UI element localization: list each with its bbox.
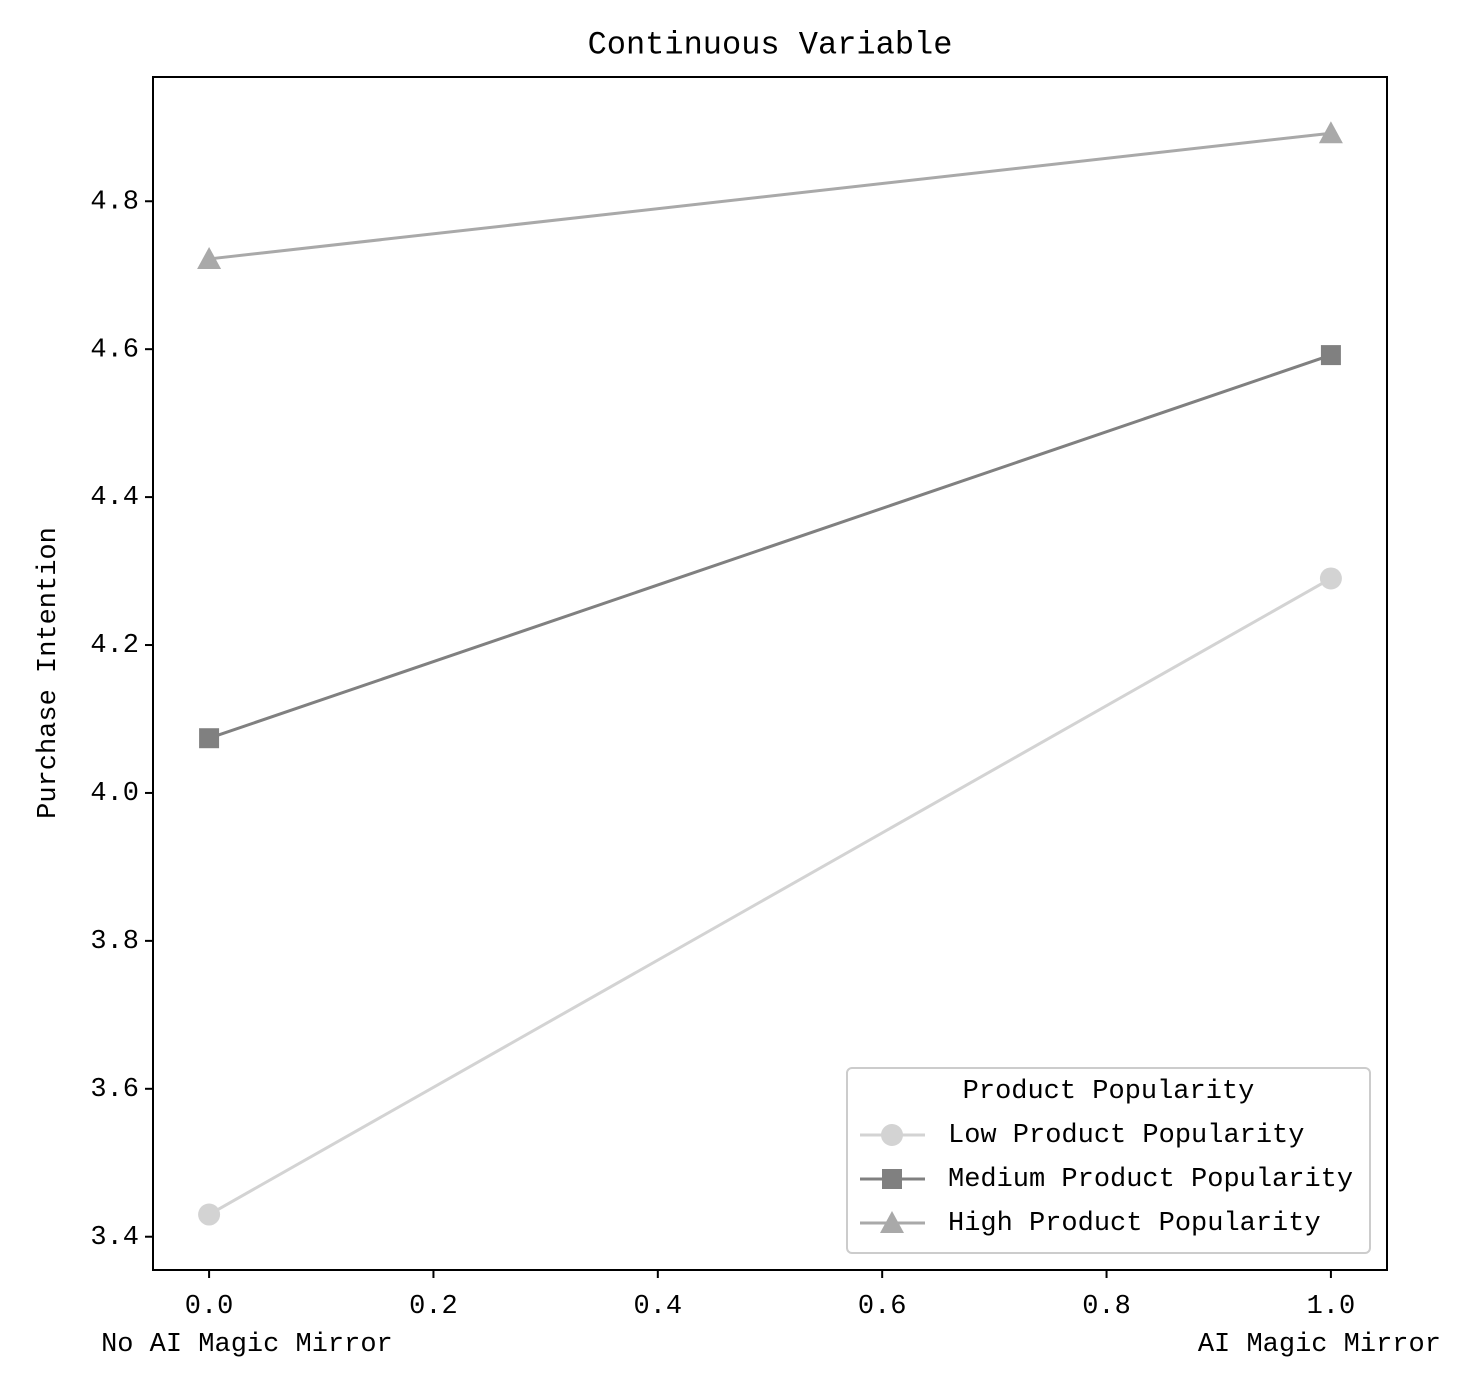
legend-title: Product Popularity xyxy=(963,1077,1255,1107)
x-tick-label: 0.0 xyxy=(185,1292,234,1322)
series-line xyxy=(208,577,1332,1216)
x-annotation: No AI Magic Mirror xyxy=(101,1330,393,1360)
data-point xyxy=(198,1203,221,1226)
chart-title: Continuous Variable xyxy=(588,26,953,63)
series-line xyxy=(208,353,1332,740)
y-tick-label: 3.8 xyxy=(90,927,139,957)
data-point xyxy=(1320,345,1341,366)
y-tick-label: 4.0 xyxy=(90,779,139,809)
x-annotation: AI Magic Mirror xyxy=(1198,1330,1441,1360)
y-tick-label: 3.6 xyxy=(90,1075,139,1105)
x-tick-label: 1.0 xyxy=(1307,1292,1356,1322)
data-point xyxy=(199,728,220,749)
y-axis-label: Purchase Intention xyxy=(34,527,64,819)
data-point xyxy=(197,246,222,269)
x-tick-label: 0.6 xyxy=(858,1292,907,1322)
legend-marker xyxy=(882,1169,902,1189)
legend-label: High Product Popularity xyxy=(948,1209,1321,1239)
y-tick-label: 4.4 xyxy=(90,483,139,513)
legend-label: Low Product Popularity xyxy=(948,1121,1304,1151)
y-tick-label: 4.8 xyxy=(90,187,139,217)
y-tick-label: 4.6 xyxy=(90,335,139,365)
legend-label: Medium Product Popularity xyxy=(948,1165,1353,1195)
y-tick-label: 3.4 xyxy=(90,1223,139,1253)
x-tick-label: 0.8 xyxy=(1082,1292,1131,1322)
y-tick-label: 4.2 xyxy=(90,631,139,661)
data-point xyxy=(1318,121,1343,144)
legend-marker xyxy=(880,1211,904,1233)
legend-marker xyxy=(881,1124,903,1146)
plot-frame xyxy=(152,76,1388,1271)
series-line xyxy=(208,131,1332,261)
legend-box xyxy=(846,1067,1371,1254)
x-tick-label: 0.2 xyxy=(409,1292,458,1322)
x-tick-label: 0.4 xyxy=(634,1292,683,1322)
data-point xyxy=(1319,567,1342,590)
